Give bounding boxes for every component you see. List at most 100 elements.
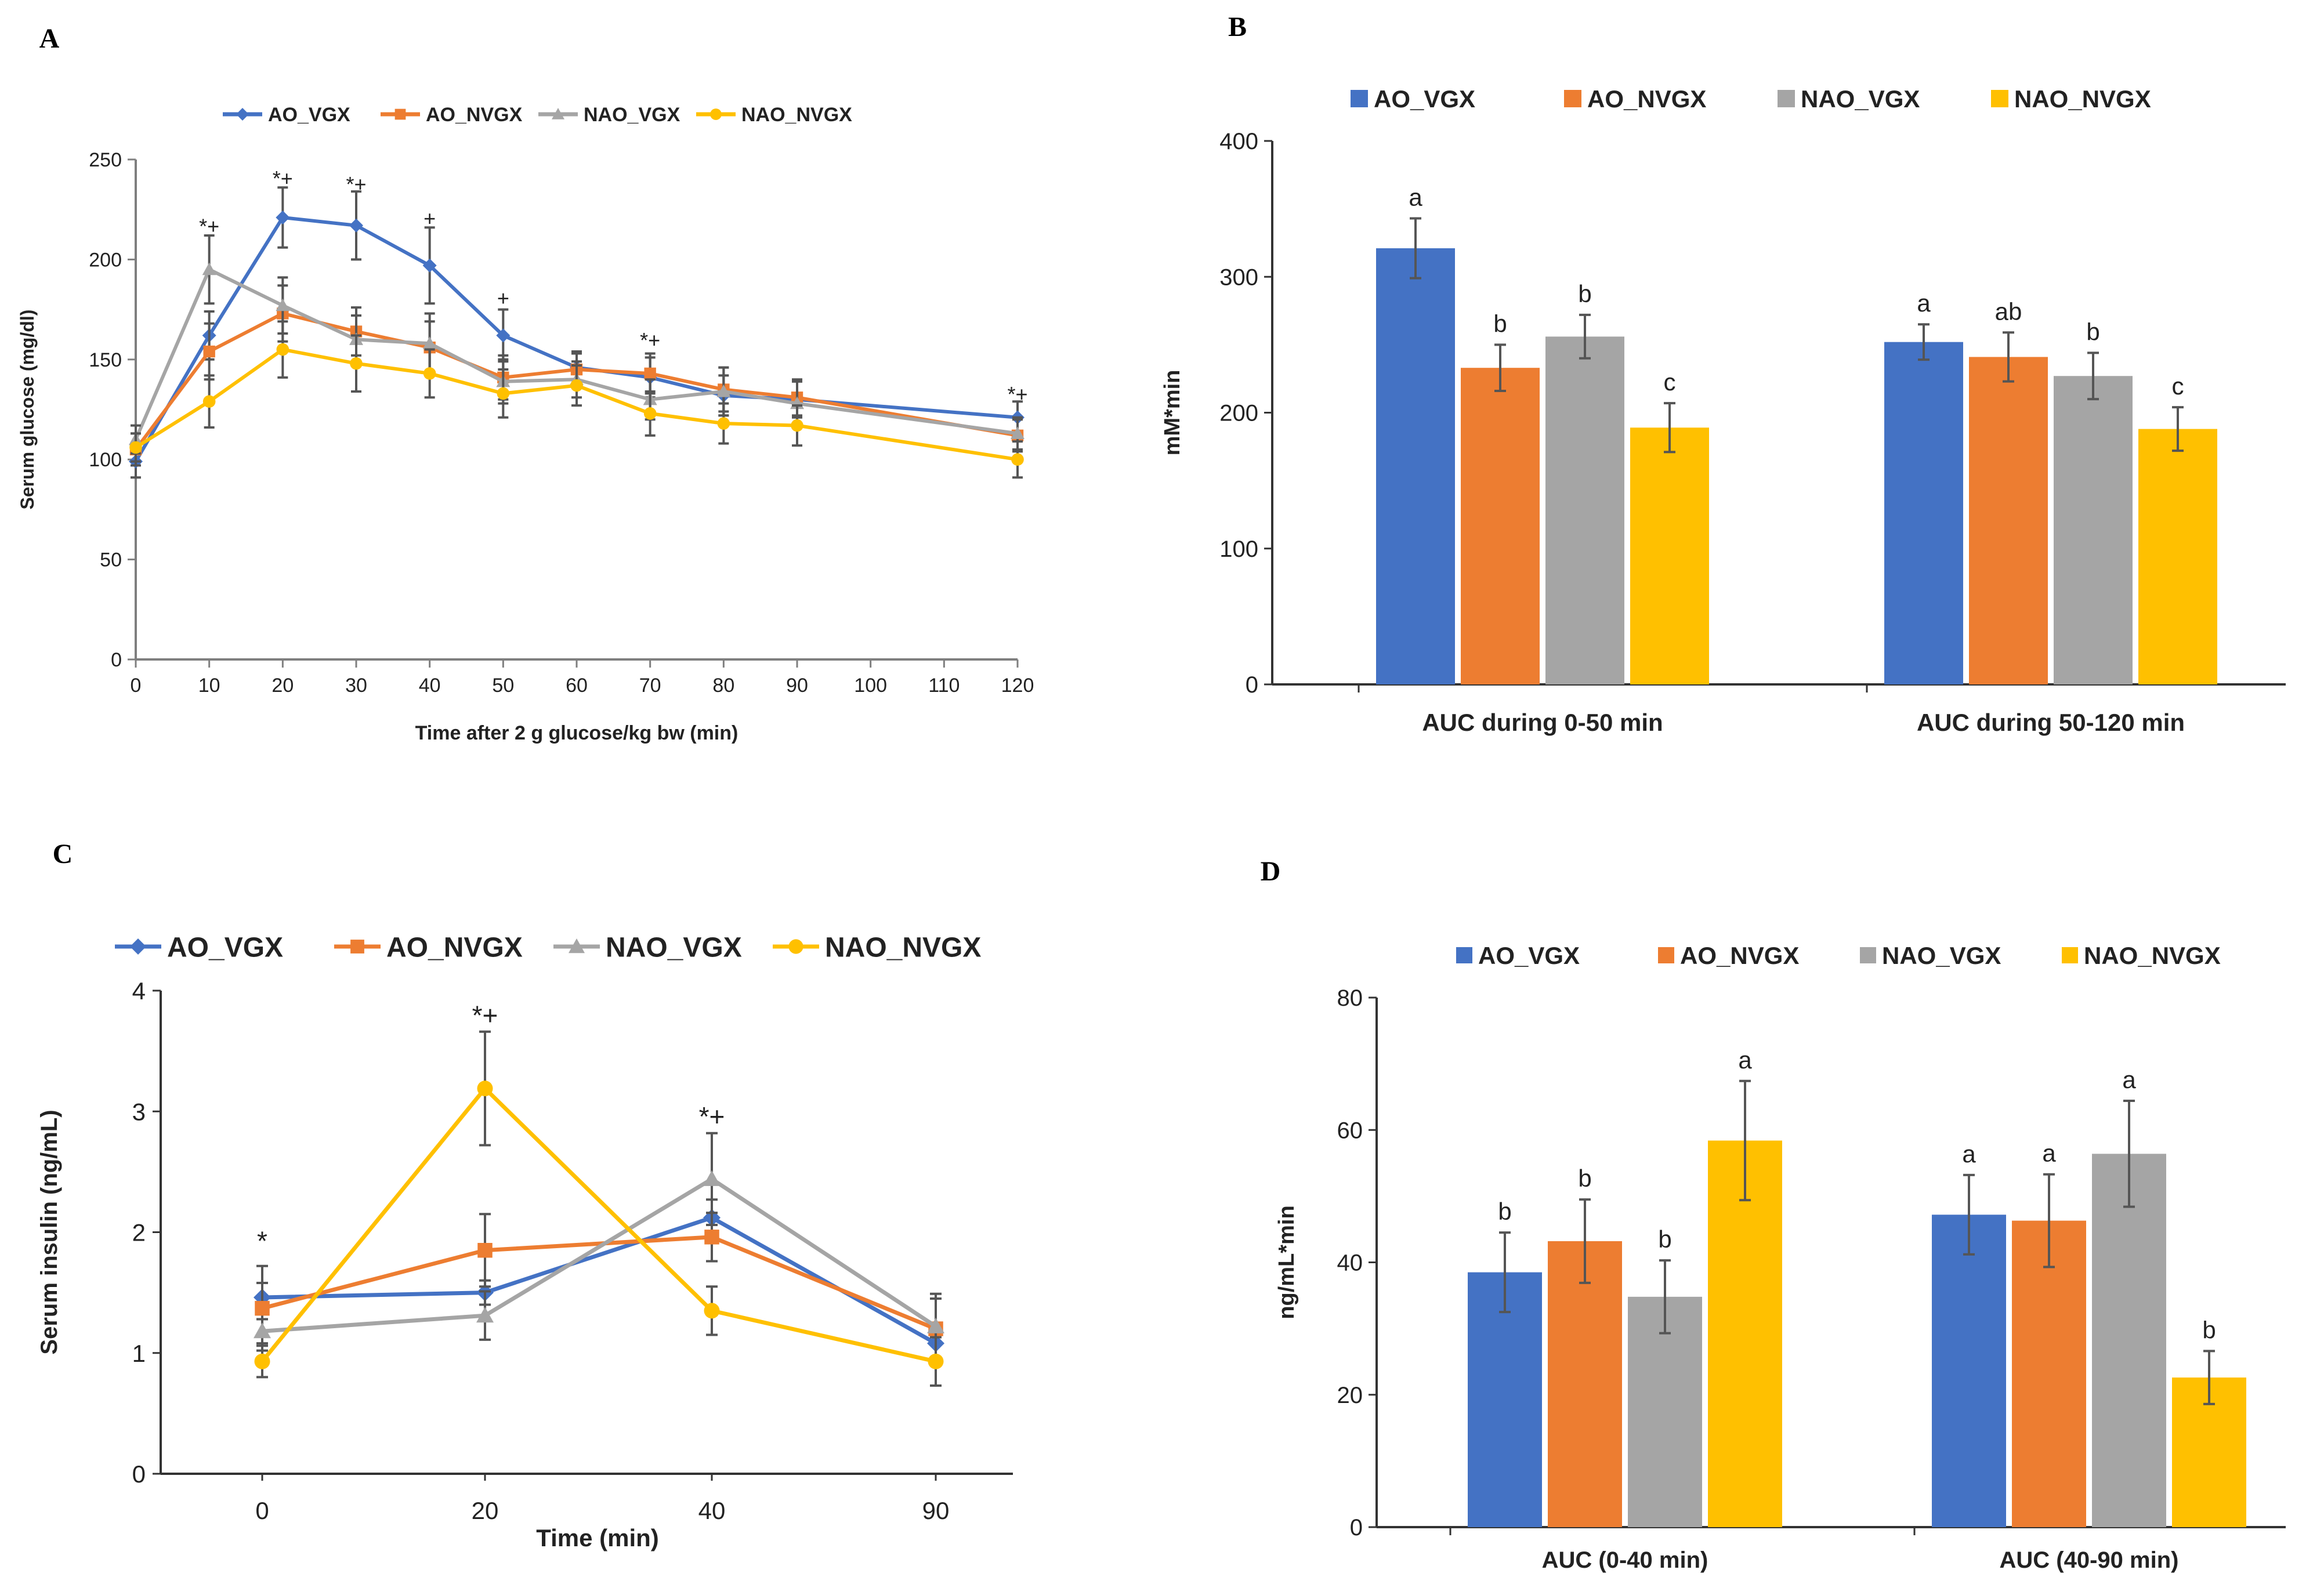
b-legend-swatch-nao_vgx: [1778, 90, 1795, 107]
d-significance-letter: a: [2042, 1140, 2056, 1167]
d-bar-ao_nvgx: [2012, 1220, 2086, 1527]
d-legend-label-nao_nvgx: NAO_NVGX: [2084, 942, 2221, 969]
b-y-axis-title: mM*min: [1160, 370, 1185, 456]
c-point-nao_nvgx: [477, 1081, 493, 1097]
b-bar-ao_nvgx: [1969, 357, 2048, 684]
panel-label-c: C: [53, 839, 73, 869]
d-legend-swatch-ao_vgx: [1456, 947, 1472, 963]
c-y-axis-title: Serum insulin (ng/mL): [37, 1110, 62, 1354]
a-point-ao_nvgx: [203, 345, 215, 358]
a-point-nao_nvgx: [423, 367, 436, 380]
a-point-ao_vgx: [422, 258, 437, 273]
a-y-tick-label: 50: [100, 549, 122, 571]
a-point-nao_nvgx: [717, 417, 730, 430]
d-significance-letter: b: [1498, 1198, 1511, 1225]
a-point-nao_nvgx: [350, 357, 363, 370]
c-point-nao_vgx: [927, 1317, 944, 1333]
panel-label-a: A: [39, 23, 60, 54]
b-legend-label-nao_vgx: NAO_VGX: [1801, 85, 1920, 113]
a-x-tick-label: 110: [928, 675, 960, 697]
c-x-tick-label: 90: [922, 1497, 950, 1524]
c-point-ao_nvgx: [255, 1300, 270, 1316]
a-x-tick-label: 10: [198, 675, 220, 697]
b-legend-label-nao_nvgx: NAO_NVGX: [2014, 85, 2151, 113]
d-bar-nao_vgx: [1628, 1296, 1702, 1527]
a-point-ao_nvgx: [644, 367, 656, 380]
b-bar-ao_vgx: [1884, 342, 1963, 684]
b-category-label: AUC during 0-50 min: [1422, 709, 1663, 736]
a-x-tick-label: 0: [131, 675, 142, 697]
b-bar-nao_nvgx: [1630, 427, 1709, 684]
d-y-tick-label: 40: [1337, 1250, 1363, 1276]
a-point-nao_nvgx: [643, 407, 657, 420]
d-y-axis-title: ng/mL*min: [1275, 1205, 1299, 1319]
a-point-nao_nvgx: [276, 343, 289, 356]
b-significance-letter: b: [1578, 280, 1591, 307]
c-point-nao_nvgx: [928, 1353, 944, 1369]
a-x-tick-label: 30: [345, 675, 367, 697]
c-point-nao_vgx: [254, 1322, 271, 1339]
b-y-tick-label: 100: [1219, 536, 1258, 562]
a-x-axis-title: Time after 2 g glucose/kg bw (min): [415, 722, 739, 744]
a-point-ao_vgx: [349, 218, 363, 233]
b-bar-nao_vgx: [2054, 376, 2133, 684]
b-bar-ao_nvgx: [1461, 368, 1540, 684]
a-point-nao_nvgx: [791, 419, 803, 432]
panel-label-b: B: [1228, 12, 1247, 42]
d-category-label: AUC (0-40 min): [1542, 1547, 1708, 1573]
b-legend-swatch-ao_vgx: [1351, 90, 1368, 107]
d-bar-ao_nvgx: [1548, 1241, 1622, 1527]
b-legend-label-ao_vgx: AO_VGX: [1374, 85, 1475, 113]
a-legend-label-nao_nvgx: NAO_NVGX: [741, 104, 852, 126]
d-bar-nao_vgx: [2092, 1154, 2166, 1527]
a-point-nao_vgx: [202, 262, 216, 275]
c-legend-marker-ao_vgx: [130, 938, 146, 955]
b-bar-ao_vgx: [1376, 248, 1455, 684]
a-legend-marker-ao_nvgx: [394, 108, 406, 120]
b-legend-swatch-nao_nvgx: [1991, 90, 2008, 107]
a-x-tick-label: 100: [854, 675, 887, 697]
c-series-line-ao_vgx: [262, 1215, 937, 1346]
c-point-nao_nvgx: [254, 1353, 270, 1369]
d-bar-ao_vgx: [1932, 1215, 2006, 1527]
a-x-tick-label: 40: [419, 675, 441, 697]
c-legend-label-ao_nvgx: AO_NVGX: [386, 932, 523, 963]
b-significance-letter: a: [1409, 184, 1422, 211]
d-bar-ao_vgx: [1468, 1272, 1542, 1527]
a-point-ao_vgx: [276, 210, 290, 224]
a-point-nao_nvgx: [497, 387, 510, 400]
d-significance-letter: a: [2122, 1066, 2136, 1093]
a-x-tick-label: 50: [492, 675, 514, 697]
d-significance-letter: a: [1738, 1046, 1752, 1074]
a-x-tick-label: 120: [1001, 675, 1034, 697]
b-significance-letter: ab: [1995, 298, 2022, 325]
b-significance-letter: b: [2086, 318, 2099, 345]
a-point-nao_nvgx: [202, 395, 216, 408]
a-x-tick-label: 60: [566, 675, 588, 697]
c-y-tick-label: 3: [132, 1098, 146, 1125]
a-y-tick-label: 200: [89, 249, 122, 271]
c-significance-mark: *: [257, 1226, 267, 1256]
c-legend-label-nao_nvgx: NAO_NVGX: [825, 932, 981, 963]
a-point-nao_nvgx: [129, 441, 142, 454]
c-x-axis-title: Time (min): [536, 1524, 659, 1551]
a-point-ao_vgx: [496, 328, 511, 343]
b-y-tick-label: 400: [1219, 129, 1258, 154]
c-point-ao_nvgx: [704, 1230, 719, 1245]
a-legend-marker-nao_nvgx: [710, 108, 722, 120]
c-y-tick-label: 2: [132, 1219, 146, 1246]
c-x-tick-label: 0: [255, 1497, 269, 1524]
d-y-tick-label: 80: [1337, 985, 1363, 1011]
b-legend-label-ao_nvgx: AO_NVGX: [1587, 85, 1706, 113]
d-legend-swatch-nao_nvgx: [2062, 947, 2078, 963]
d-legend-label-ao_nvgx: AO_NVGX: [1680, 942, 1799, 969]
a-significance-mark: +: [423, 206, 436, 230]
a-legend-marker-nao_vgx: [552, 108, 564, 119]
d-legend-label-nao_vgx: NAO_VGX: [1882, 942, 2001, 969]
c-significance-mark: *+: [699, 1101, 725, 1132]
a-series-line-ao_vgx: [134, 215, 1018, 463]
a-point-nao_nvgx: [570, 379, 583, 392]
a-x-tick-label: 20: [272, 675, 294, 697]
a-x-tick-label: 90: [786, 675, 808, 697]
